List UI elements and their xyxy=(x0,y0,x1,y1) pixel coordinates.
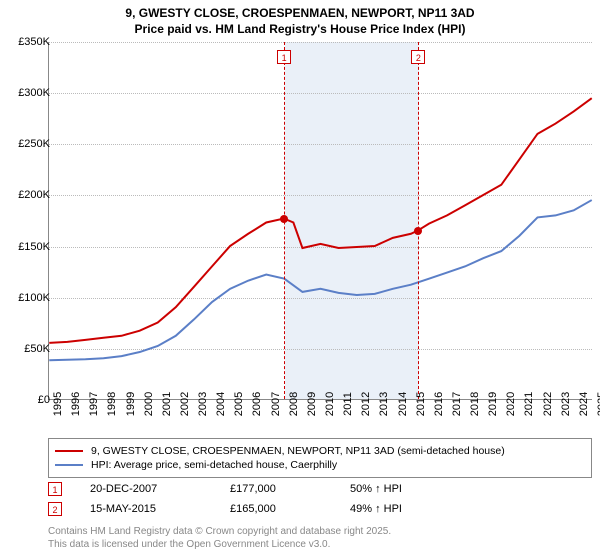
event-table-num: 2 xyxy=(48,502,62,516)
footer-line-1: Contains HM Land Registry data © Crown c… xyxy=(48,526,391,539)
event-table-price: £177,000 xyxy=(230,483,350,495)
x-tick-label: 2021 xyxy=(523,392,535,416)
event-table-date: 20-DEC-2007 xyxy=(90,483,230,495)
y-tick-label: £0 xyxy=(38,394,50,406)
event-table-row: 1 20-DEC-2007£177,00050% ↑ HPI xyxy=(48,482,470,496)
event-table-pct: 49% ↑ HPI xyxy=(350,503,470,515)
x-tick-label: 2008 xyxy=(288,392,300,416)
event-table-num: 1 xyxy=(48,482,62,496)
footer-line-2: This data is licensed under the Open Gov… xyxy=(48,539,391,552)
x-tick-label: 2023 xyxy=(560,392,572,416)
footer-attribution: Contains HM Land Registry data © Crown c… xyxy=(48,526,391,551)
legend-item: 9, GWESTY CLOSE, CROESPENMAEN, NEWPORT, … xyxy=(55,445,585,457)
x-tick-label: 1998 xyxy=(106,392,118,416)
y-tick-label: £300K xyxy=(18,87,50,99)
x-tick-label: 2012 xyxy=(360,392,372,416)
x-tick-label: 2017 xyxy=(451,392,463,416)
legend-swatch xyxy=(55,464,83,466)
x-tick-label: 2010 xyxy=(324,392,336,416)
sale-dot xyxy=(280,215,288,223)
y-tick-label: £250K xyxy=(18,138,50,150)
x-tick-label: 1996 xyxy=(70,392,82,416)
event-table: 1 20-DEC-2007£177,00050% ↑ HPI 2 15-MAY-201… xyxy=(48,482,470,522)
x-tick-label: 2022 xyxy=(542,392,554,416)
x-tick-label: 2013 xyxy=(378,392,390,416)
series-price_paid xyxy=(49,98,591,343)
plot-area: 12 xyxy=(48,42,592,400)
legend: 9, GWESTY CLOSE, CROESPENMAEN, NEWPORT, … xyxy=(48,438,592,478)
chart-container: 9, GWESTY CLOSE, CROESPENMAEN, NEWPORT, … xyxy=(0,0,600,560)
x-tick-label: 2025 xyxy=(596,392,600,416)
series-hpi xyxy=(49,200,591,360)
x-tick-label: 2018 xyxy=(469,392,481,416)
x-tick-label: 2002 xyxy=(179,392,191,416)
y-tick-label: £200K xyxy=(18,189,50,201)
x-tick-label: 2019 xyxy=(487,392,499,416)
y-tick-label: £100K xyxy=(18,292,50,304)
legend-item: HPI: Average price, semi-detached house,… xyxy=(55,459,585,471)
x-tick-label: 2007 xyxy=(270,392,282,416)
event-marker: 1 xyxy=(277,50,291,64)
series-svg xyxy=(49,42,592,399)
x-tick-label: 2009 xyxy=(306,392,318,416)
x-tick-label: 2000 xyxy=(143,392,155,416)
x-tick-label: 2014 xyxy=(397,392,409,416)
title-line-1: 9, GWESTY CLOSE, CROESPENMAEN, NEWPORT, … xyxy=(0,6,600,22)
title-line-2: Price paid vs. HM Land Registry's House … xyxy=(0,22,600,38)
event-marker: 2 xyxy=(411,50,425,64)
legend-label: 9, GWESTY CLOSE, CROESPENMAEN, NEWPORT, … xyxy=(91,445,505,457)
sale-dot xyxy=(414,227,422,235)
x-tick-label: 2006 xyxy=(251,392,263,416)
y-tick-label: £50K xyxy=(24,343,50,355)
legend-label: HPI: Average price, semi-detached house,… xyxy=(91,459,337,471)
x-tick-label: 2001 xyxy=(161,392,173,416)
x-tick-label: 1995 xyxy=(52,392,64,416)
x-tick-label: 2016 xyxy=(433,392,445,416)
x-tick-label: 1997 xyxy=(88,392,100,416)
x-tick-label: 2003 xyxy=(197,392,209,416)
event-table-pct: 50% ↑ HPI xyxy=(350,483,470,495)
x-tick-label: 2015 xyxy=(415,392,427,416)
event-table-date: 15-MAY-2015 xyxy=(90,503,230,515)
event-table-price: £165,000 xyxy=(230,503,350,515)
chart-title: 9, GWESTY CLOSE, CROESPENMAEN, NEWPORT, … xyxy=(0,0,600,37)
x-tick-label: 1999 xyxy=(125,392,137,416)
x-tick-label: 2005 xyxy=(233,392,245,416)
x-tick-label: 2004 xyxy=(215,392,227,416)
y-tick-label: £350K xyxy=(18,36,50,48)
event-table-row: 2 15-MAY-2015£165,00049% ↑ HPI xyxy=(48,502,470,516)
event-line xyxy=(418,42,419,399)
legend-swatch xyxy=(55,450,83,452)
x-tick-label: 2020 xyxy=(505,392,517,416)
x-tick-label: 2011 xyxy=(342,392,354,416)
y-tick-label: £150K xyxy=(18,241,50,253)
x-tick-label: 2024 xyxy=(578,392,590,416)
